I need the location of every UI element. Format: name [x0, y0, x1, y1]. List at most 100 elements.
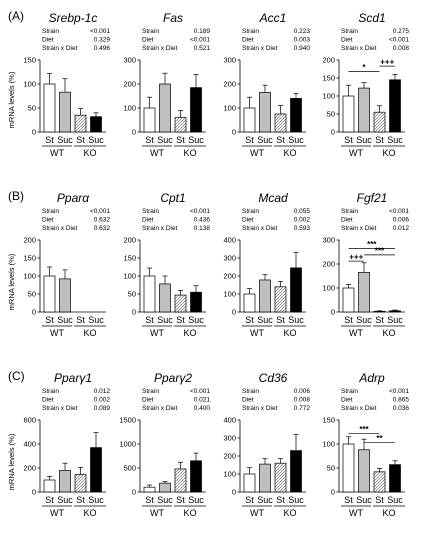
bar — [342, 95, 355, 133]
sig-label: ** — [376, 434, 383, 443]
group-label: KO — [183, 508, 196, 518]
x-tick-label: Suc — [356, 315, 372, 325]
stat-value: 0.436 — [194, 217, 211, 224]
y-tick-label: 100 — [223, 290, 236, 299]
x-tick-label: Suc — [257, 495, 273, 505]
y-tick-label: 50 — [128, 290, 136, 299]
stat-value: 0.223 — [294, 28, 311, 35]
group-label: WT — [150, 328, 164, 338]
x-tick-label: Suc — [288, 315, 304, 325]
stat-label: Strain — [242, 208, 259, 215]
stat-label: Strain — [341, 208, 358, 215]
x-tick-label: Suc — [57, 135, 73, 145]
stat-value: 0.002 — [94, 397, 111, 404]
stat-value: <0.001 — [389, 208, 409, 215]
y-tick-label: 200 — [223, 452, 236, 461]
y-tick-label: 50 — [327, 110, 335, 119]
y-tick-label: 0 — [32, 308, 36, 317]
y-tick-label: 0 — [331, 488, 335, 497]
stat-label: Strain x Diet — [42, 45, 78, 52]
x-tick-label: Suc — [88, 495, 104, 505]
panel-label-b: (B) — [8, 189, 24, 203]
sig-label: * — [362, 63, 366, 72]
bar — [90, 116, 102, 133]
y-axis-label-a: mRNA levels (%) — [7, 71, 16, 128]
stat-value: 0.521 — [194, 45, 211, 52]
y-tick-label: 0 — [132, 128, 136, 137]
stat-value: 0.138 — [194, 225, 211, 232]
bar — [290, 450, 302, 493]
chart-title: Fgf21 — [357, 191, 388, 205]
bar — [342, 287, 355, 313]
y-tick-label: 200 — [123, 236, 136, 245]
chart-9: Pparγ2 Strain <0.001 Diet 0.021 Strain x Diet… — [119, 371, 210, 518]
y-tick-label: 100 — [223, 470, 236, 479]
stat-value: 0.055 — [294, 208, 311, 215]
x-tick-label: St — [76, 135, 85, 145]
bar — [259, 463, 271, 493]
y-tick-label: 200 — [223, 80, 236, 89]
chart-title: Srebp-1c — [49, 11, 98, 25]
stat-label: Diet — [341, 37, 353, 44]
x-tick-label: St — [375, 315, 384, 325]
stat-label: Strain — [42, 28, 59, 35]
stat-value: 0.772 — [294, 405, 311, 412]
group-label: WT — [150, 508, 164, 518]
stat-value: 0.008 — [393, 45, 410, 52]
chart-title: Pparγ1 — [54, 371, 92, 385]
bar — [159, 283, 171, 313]
chart-6: Mcad Strain 0.055 Diet 0.002 Strain x Diet 0.5… — [223, 191, 310, 338]
y-tick-label: 300 — [223, 56, 236, 65]
bar — [190, 460, 202, 493]
chart-1: Fas Strain 0.189 Diet <0.001 Strain x Diet 0.5… — [123, 11, 210, 158]
bar — [43, 83, 56, 133]
stat-label: Strain x Diet — [341, 405, 377, 412]
y-tick-label: 0 — [132, 308, 136, 317]
x-tick-label: St — [145, 315, 154, 325]
x-tick-label: St — [176, 135, 185, 145]
y-tick-label: 150 — [322, 74, 335, 83]
x-tick-label: St — [375, 135, 384, 145]
group-label: KO — [83, 148, 96, 158]
chart-4: Pparα Strain <0.001 Diet 0.632 Strain x Diet 0… — [23, 191, 110, 338]
group-label: KO — [283, 328, 296, 338]
group-label: WT — [50, 148, 64, 158]
bar — [143, 107, 156, 133]
x-tick-label: Suc — [257, 315, 273, 325]
stat-value: 0.632 — [94, 217, 111, 224]
bar — [159, 83, 171, 133]
x-tick-label: Suc — [157, 315, 173, 325]
charts-layer: Srebp-1c Strain <0.001 Diet 0.329 Strain x Di… — [23, 11, 409, 518]
y-tick-label: 0 — [331, 128, 335, 137]
stat-label: Strain — [42, 208, 59, 215]
y-tick-label: 50 — [28, 290, 36, 299]
x-tick-label: Suc — [387, 315, 403, 325]
chart-title: Cd36 — [259, 371, 288, 385]
chart-title: Mcad — [258, 191, 288, 205]
x-tick-label: Suc — [57, 315, 73, 325]
x-tick-label: St — [76, 315, 85, 325]
stat-value: 0.275 — [393, 28, 410, 35]
bar — [143, 486, 156, 493]
bar — [59, 278, 71, 313]
x-tick-label: St — [176, 495, 185, 505]
bar — [342, 443, 355, 493]
y-tick-label: 0 — [232, 308, 236, 317]
y-tick-label: 400 — [23, 440, 36, 449]
y-tick-label: 600 — [23, 416, 36, 425]
y-tick-label: 100 — [223, 104, 236, 113]
stat-value: 0.400 — [194, 405, 211, 412]
x-tick-label: Suc — [188, 315, 204, 325]
group-label: KO — [83, 328, 96, 338]
y-tick-label: 50 — [28, 104, 36, 113]
bar — [174, 294, 187, 313]
bar — [259, 279, 271, 313]
group-label: WT — [250, 148, 264, 158]
group-label: WT — [50, 508, 64, 518]
y-tick-label: 100 — [123, 272, 136, 281]
y-tick-label: 100 — [322, 440, 335, 449]
